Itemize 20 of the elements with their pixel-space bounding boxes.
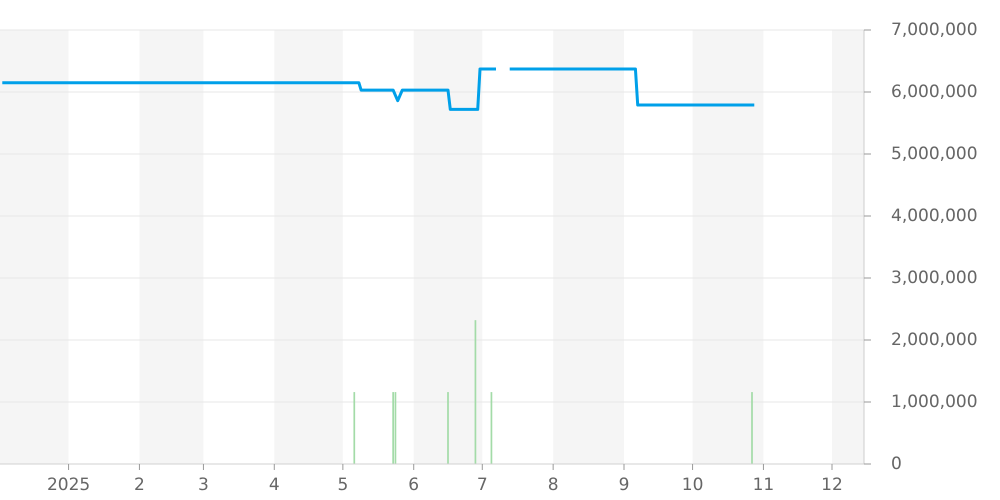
x-tick-label: 5 (337, 475, 348, 495)
x-tick-label: 9 (618, 475, 630, 495)
x-tick-label: 6 (408, 475, 420, 495)
y-tick-label: 5,000,000 (891, 144, 978, 164)
x-tick-label: 12 (821, 475, 843, 495)
x-tick-label: 8 (548, 475, 559, 495)
y-tick-label: 1,000,000 (891, 392, 978, 412)
x-tick-label: 11 (752, 475, 774, 495)
y-tick-label: 2,000,000 (891, 330, 978, 350)
y-tick-label: 3,000,000 (891, 268, 978, 288)
y-tick-label: 6,000,000 (891, 82, 978, 102)
x-tick-label: 2 (134, 475, 145, 495)
x-tick-label: 4 (268, 475, 280, 495)
x-tick-label: 7 (476, 475, 488, 495)
y-tick-label: 0 (891, 454, 902, 474)
y-tick-label: 4,000,000 (891, 206, 978, 226)
x-tick-label: 2025 (46, 475, 90, 495)
x-tick-label: 3 (198, 475, 209, 495)
y-tick-label: 7,000,000 (891, 20, 978, 40)
x-tick-label: 10 (682, 475, 704, 495)
